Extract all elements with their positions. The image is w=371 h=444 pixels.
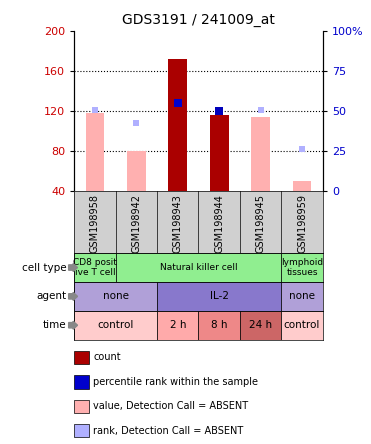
Bar (293, 181, 311, 191)
Bar (116, 253, 281, 282)
Text: GSM198943: GSM198943 (173, 194, 183, 253)
Text: IL-2: IL-2 (210, 291, 229, 301)
Title: GDS3191 / 241009_at: GDS3191 / 241009_at (122, 13, 275, 27)
Text: control: control (284, 320, 320, 330)
Text: GSM198945: GSM198945 (256, 194, 266, 253)
Bar (74, 311, 157, 340)
Text: GSM198944: GSM198944 (214, 194, 224, 253)
Bar (157, 311, 198, 340)
Text: 2 h: 2 h (170, 320, 186, 330)
Bar (127, 151, 146, 191)
Text: GSM198958: GSM198958 (90, 194, 100, 253)
Point (299, 146, 305, 153)
Text: GSM198959: GSM198959 (297, 194, 307, 253)
Point (175, 99, 181, 107)
Bar (198, 311, 240, 340)
Bar (86, 113, 104, 191)
Bar (251, 117, 270, 191)
Text: GSM198942: GSM198942 (131, 194, 141, 253)
Bar (281, 253, 323, 282)
Bar (281, 311, 323, 340)
Bar (157, 282, 281, 311)
Bar (281, 282, 323, 311)
Text: 24 h: 24 h (249, 320, 272, 330)
Text: count: count (93, 353, 121, 362)
Text: agent: agent (37, 291, 67, 301)
Point (92, 107, 98, 114)
Text: none: none (103, 291, 129, 301)
Bar (168, 59, 187, 191)
Bar (240, 311, 281, 340)
Text: value, Detection Call = ABSENT: value, Detection Call = ABSENT (93, 401, 249, 411)
Text: time: time (43, 320, 67, 330)
Text: Natural killer cell: Natural killer cell (160, 263, 237, 272)
Bar (74, 253, 116, 282)
Text: control: control (98, 320, 134, 330)
Bar (74, 282, 157, 311)
Text: cell type: cell type (22, 262, 67, 273)
Point (216, 107, 222, 115)
Point (258, 107, 264, 114)
Text: 8 h: 8 h (211, 320, 227, 330)
Point (134, 119, 139, 127)
Text: CD8 posit
ive T cell: CD8 posit ive T cell (73, 258, 117, 277)
Text: rank, Detection Call = ABSENT: rank, Detection Call = ABSENT (93, 426, 244, 436)
Text: none: none (289, 291, 315, 301)
Bar (210, 115, 229, 191)
Text: percentile rank within the sample: percentile rank within the sample (93, 377, 259, 387)
Text: lymphoid
tissues: lymphoid tissues (281, 258, 323, 277)
